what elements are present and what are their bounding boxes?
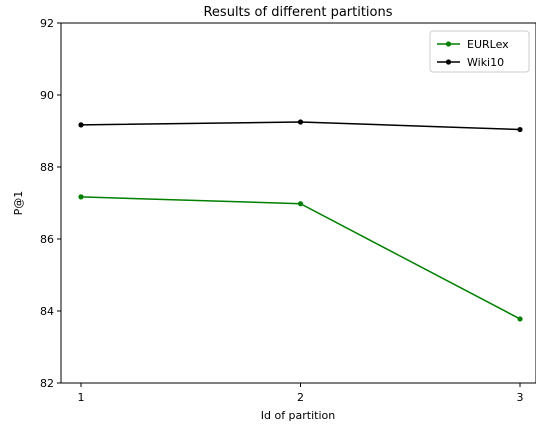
legend-label-eurlex: EURLex [467, 38, 509, 51]
x-tick-label: 1 [78, 391, 85, 404]
legend-marker-wiki10 [445, 59, 452, 65]
legend-label-wiki10: Wiki10 [467, 56, 504, 69]
data-point-eurlex [78, 194, 84, 200]
x-tick-label: 3 [517, 391, 524, 404]
legend-marker-eurlex [445, 41, 452, 47]
y-axis: 82 84 86 88 90 92 [40, 17, 61, 390]
y-tick-label: 84 [40, 305, 54, 318]
data-point-wiki10 [517, 126, 523, 133]
data-point-eurlex [517, 316, 523, 322]
x-axis-label: Id of partition [261, 409, 336, 422]
plot-area-frame [60, 22, 536, 384]
x-tick-label: 2 [297, 391, 304, 404]
x-axis: 1 2 3 [78, 383, 524, 404]
series-line-eurlex [80, 196, 521, 320]
chart-title: Results of different partitions [203, 5, 392, 20]
y-axis-label: P@1 [12, 191, 25, 216]
y-tick-label: 82 [40, 377, 54, 390]
legend: EURLex Wiki10 [429, 30, 530, 73]
y-tick-label: 88 [40, 161, 54, 174]
y-tick-label: 90 [40, 89, 54, 102]
data-point-eurlex [297, 201, 304, 207]
data-point-wiki10 [78, 122, 84, 128]
data-point-wiki10 [297, 119, 304, 125]
y-tick-label: 92 [40, 17, 54, 30]
series-layer [78, 119, 523, 322]
y-tick-label: 86 [40, 233, 54, 246]
